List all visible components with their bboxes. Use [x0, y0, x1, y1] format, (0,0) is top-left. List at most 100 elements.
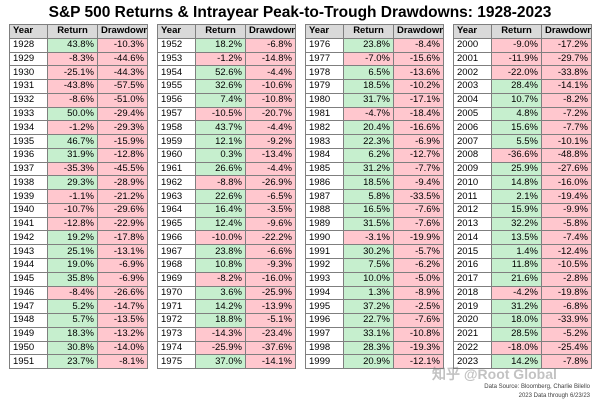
- return-cell: -8.3%: [47, 51, 98, 67]
- return-cell: 25.1%: [47, 244, 98, 260]
- drawdown-cell: -7.6%: [393, 313, 444, 328]
- drawdown-cell: -6.8%: [541, 299, 592, 315]
- table-row: 1929 -8.3% -44.6%: [9, 51, 148, 67]
- table-row: 1953 -1.2% -14.8%: [157, 51, 296, 67]
- year-cell: 2005: [453, 106, 492, 122]
- return-cell: 16.5%: [343, 202, 394, 218]
- drawdown-cell: -28.9%: [97, 175, 148, 191]
- table-row: 1932 -8.6% -51.0%: [9, 92, 148, 108]
- return-cell: 18.5%: [343, 175, 394, 191]
- return-cell: 30.8%: [47, 340, 98, 356]
- return-header: Return: [343, 24, 394, 39]
- drawdown-cell: -12.1%: [393, 354, 444, 370]
- year-cell: 1978: [305, 65, 344, 81]
- table-row: 1995 37.2% -2.5%: [305, 299, 444, 315]
- table-row: 1946 -8.4% -26.6%: [9, 285, 148, 301]
- year-cell: 1993: [305, 271, 344, 287]
- drawdown-cell: -10.3%: [97, 37, 148, 53]
- year-cell: 2003: [453, 79, 492, 94]
- return-cell: -25.1%: [47, 65, 98, 81]
- return-cell: -8.2%: [195, 271, 246, 287]
- drawdown-cell: -12.4%: [541, 244, 592, 260]
- year-header: Year: [157, 24, 196, 39]
- year-cell: 1967: [157, 244, 196, 260]
- year-cell: 1951: [9, 354, 48, 370]
- year-cell: 1984: [305, 147, 344, 163]
- year-cell: 1961: [157, 161, 196, 177]
- drawdown-cell: -14.1%: [541, 79, 592, 94]
- returns-table-1928-1951: Year Return Drawdown 1928 43.8% -10.3% 1929…: [9, 24, 148, 370]
- year-cell: 1985: [305, 161, 344, 177]
- return-cell: -10.7%: [47, 202, 98, 218]
- return-cell: 32.6%: [195, 79, 246, 94]
- drawdown-cell: -13.4%: [245, 147, 296, 163]
- return-cell: -18.0%: [491, 340, 542, 356]
- return-cell: 23.7%: [47, 354, 98, 370]
- table-row: 2018 -4.2% -19.8%: [453, 285, 592, 301]
- drawdown-cell: -33.9%: [541, 313, 592, 328]
- year-cell: 1942: [9, 230, 48, 246]
- drawdown-cell: -33.8%: [541, 65, 592, 81]
- year-cell: 1994: [305, 285, 344, 301]
- year-cell: 1998: [305, 340, 344, 356]
- drawdown-cell: -4.4%: [245, 161, 296, 177]
- drawdown-cell: -5.2%: [541, 326, 592, 342]
- drawdown-cell: -29.4%: [97, 106, 148, 122]
- year-cell: 1964: [157, 202, 196, 218]
- year-cell: 1952: [157, 37, 196, 53]
- table-row: 1986 18.5% -9.4%: [305, 175, 444, 191]
- year-cell: 1992: [305, 258, 344, 273]
- drawdown-cell: -19.4%: [541, 189, 592, 204]
- drawdown-cell: -14.1%: [245, 354, 296, 370]
- table-row: 1969 -8.2% -16.0%: [157, 271, 296, 287]
- drawdown-cell: -5.7%: [393, 244, 444, 260]
- return-cell: 20.9%: [343, 354, 394, 370]
- year-cell: 2023: [453, 354, 492, 370]
- return-cell: 19.0%: [47, 258, 98, 273]
- table-row: 1967 23.8% -6.6%: [157, 244, 296, 260]
- table-row: 1939 -1.1% -21.2%: [9, 189, 148, 204]
- drawdown-cell: -17.1%: [393, 92, 444, 108]
- return-cell: 4.8%: [491, 106, 542, 122]
- return-cell: 31.9%: [47, 147, 98, 163]
- return-cell: 28.3%: [343, 340, 394, 356]
- table-row: 1957 -10.5% -20.7%: [157, 106, 296, 122]
- table-row: 2023 14.2% -7.8%: [453, 354, 592, 370]
- year-cell: 1941: [9, 216, 48, 232]
- table-row: 1992 7.5% -6.2%: [305, 258, 444, 273]
- drawdown-cell: -12.8%: [97, 147, 148, 163]
- return-cell: 3.6%: [195, 285, 246, 301]
- return-cell: 6.2%: [343, 147, 394, 163]
- drawdown-cell: -12.7%: [393, 147, 444, 163]
- return-cell: -8.8%: [195, 175, 246, 191]
- return-cell: 12.1%: [195, 134, 246, 149]
- year-cell: 2022: [453, 340, 492, 356]
- table-row: 2016 11.8% -10.5%: [453, 258, 592, 273]
- year-cell: 2000: [453, 37, 492, 53]
- drawdown-cell: -7.8%: [541, 354, 592, 370]
- table-row: 2006 15.6% -7.7%: [453, 120, 592, 136]
- drawdown-cell: -57.5%: [97, 79, 148, 94]
- table-row: 1958 43.7% -4.4%: [157, 120, 296, 136]
- drawdown-cell: -9.4%: [393, 175, 444, 191]
- return-header: Return: [491, 24, 542, 39]
- return-cell: 26.6%: [195, 161, 246, 177]
- drawdown-cell: -13.5%: [97, 313, 148, 328]
- return-cell: -1.2%: [195, 51, 246, 67]
- drawdown-cell: -26.6%: [97, 285, 148, 301]
- table-row: 1941 -12.8% -22.9%: [9, 216, 148, 232]
- return-cell: 18.3%: [47, 326, 98, 342]
- table-row: 1952 18.2% -6.8%: [157, 37, 296, 53]
- table-row: 2004 10.7% -8.2%: [453, 92, 592, 108]
- table-row: 1976 23.8% -8.4%: [305, 37, 444, 53]
- table-row: 2022 -18.0% -25.4%: [453, 340, 592, 356]
- return-cell: -4.2%: [491, 285, 542, 301]
- return-cell: 50.0%: [47, 106, 98, 122]
- table-row: 2019 31.2% -6.8%: [453, 299, 592, 315]
- table-row: 1989 31.5% -7.6%: [305, 216, 444, 232]
- table-row: 1984 6.2% -12.7%: [305, 147, 444, 163]
- table-row: 1960 0.3% -13.4%: [157, 147, 296, 163]
- year-cell: 1981: [305, 106, 344, 122]
- year-cell: 1954: [157, 65, 196, 81]
- drawdown-cell: -20.7%: [245, 106, 296, 122]
